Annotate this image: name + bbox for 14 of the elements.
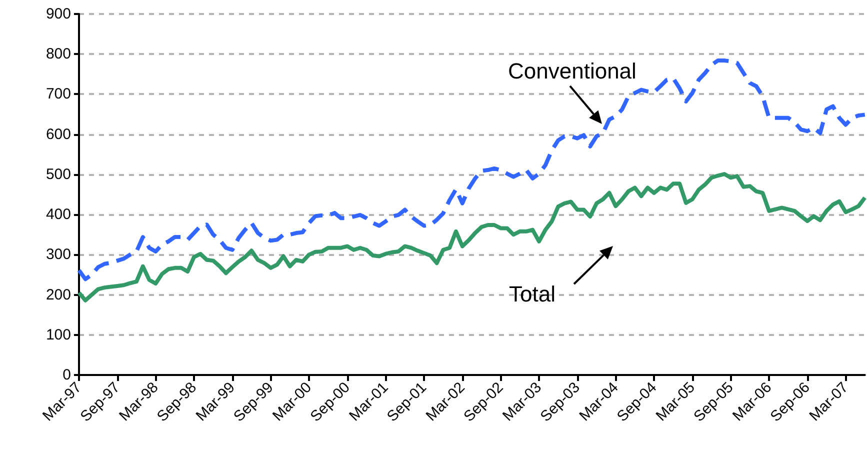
y-tick-label: 300 [46, 246, 71, 264]
y-tick-label: 200 [46, 286, 71, 304]
annotation: Total [509, 282, 556, 306]
y-tick-label: 900 [46, 6, 71, 22]
y-tick-label: 700 [46, 86, 71, 103]
annotation: Conventional [508, 58, 636, 84]
line-series [77, 172, 867, 302]
y-tick-label: 800 [46, 46, 71, 63]
line-series [77, 58, 867, 282]
y-tick-label: 600 [46, 126, 71, 143]
y-tick-label: 100 [46, 326, 71, 344]
y-tick-label: 400 [46, 206, 71, 224]
y-tick-label: 500 [46, 166, 71, 183]
y-tick-label: 0 [62, 366, 71, 384]
